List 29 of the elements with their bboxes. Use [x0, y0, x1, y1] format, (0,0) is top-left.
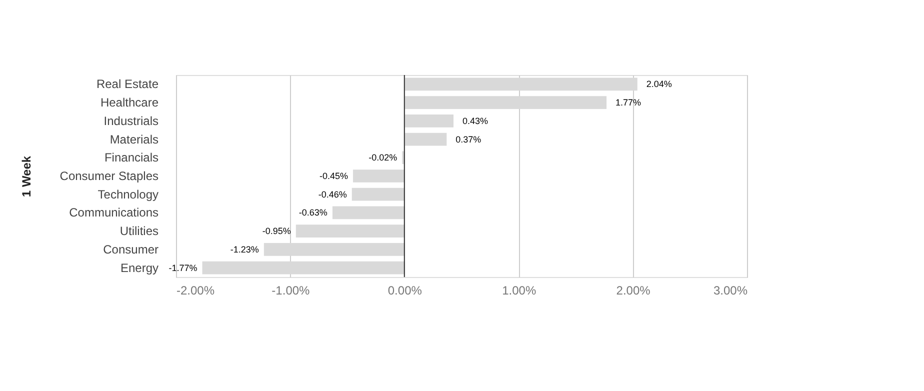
data-label: 2.04% [646, 79, 672, 90]
y-tick-label: Financials [104, 150, 158, 165]
y-tick-label: Materials [110, 132, 158, 146]
data-label: -1.77% [168, 262, 198, 273]
y-tick-label: Energy [120, 260, 158, 275]
data-label: -0.63% [298, 208, 328, 218]
x-tick-label: 3.00% [713, 284, 748, 298]
data-label: -1.23% [230, 244, 259, 254]
x-tick-label: 0.00% [388, 284, 422, 298]
x-tick-label: 1.00% [502, 284, 536, 298]
x-tick-label: 2.00% [616, 284, 651, 298]
y-tick-label: Utilities [120, 224, 158, 238]
data-label: -0.02% [368, 152, 398, 163]
data-label: 1.77% [616, 98, 642, 108]
data-label: -0.45% [319, 171, 348, 181]
y-tick-label: Healthcare [100, 96, 159, 110]
y-tick-label: Industrials [104, 114, 158, 128]
x-tick-label: -1.00% [272, 284, 310, 298]
x-tick-label: -2.00% [176, 284, 215, 298]
y-tick-label: Technology [98, 187, 158, 202]
y-tick-label: Communications [69, 206, 158, 220]
y-tick-label: Real Estate [96, 77, 159, 92]
data-label: 0.37% [456, 134, 482, 144]
data-label: -0.95% [262, 226, 291, 236]
y-axis-title: 1 Week [20, 156, 34, 198]
y-tick-label: Consumer [103, 242, 158, 256]
data-label: 0.43% [462, 116, 488, 126]
data-label: -0.46% [318, 189, 347, 200]
y-tick-label: Consumer Staples [60, 169, 158, 183]
